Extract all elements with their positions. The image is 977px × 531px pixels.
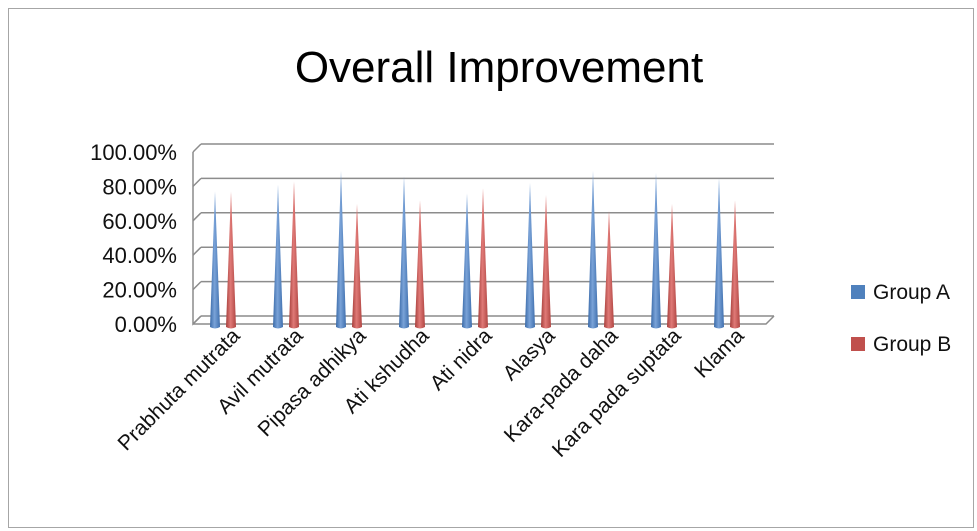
legend-swatch xyxy=(851,337,865,351)
cone-group-a xyxy=(336,170,346,329)
cone-group-b xyxy=(226,191,236,329)
cone-group-b xyxy=(352,203,362,329)
cone-group-b xyxy=(478,188,488,329)
y-tick-label: 60.00% xyxy=(102,209,177,234)
gridline-depth xyxy=(192,177,202,187)
y-tick-label: 0.00% xyxy=(115,312,177,337)
legend-label: Group B xyxy=(873,333,951,356)
cone-group-a xyxy=(651,172,661,329)
gridline-depth xyxy=(192,281,202,291)
cone-group-b xyxy=(541,195,551,329)
legend-swatch xyxy=(851,285,865,299)
legend-label: Group A xyxy=(873,281,950,304)
cone-chart: Overall Improvement 0.00% 20.00% 40.00% 60.… xyxy=(90,43,951,462)
gridline-depth xyxy=(192,315,202,325)
y-tick-label: 100.00% xyxy=(90,140,177,165)
y-tick-label: 40.00% xyxy=(102,243,177,268)
x-tick-label: Kara-pada daha xyxy=(500,324,623,447)
cone-group-b xyxy=(730,200,740,329)
axis-floor xyxy=(193,315,775,325)
y-tick-label: 80.00% xyxy=(102,174,177,199)
cone-group-a xyxy=(588,170,598,329)
gridline-depth xyxy=(192,143,202,153)
cone-group-a xyxy=(210,191,220,329)
x-tick-label: Pipasa adhikya xyxy=(254,324,371,441)
chart-frame: Overall Improvement 0.00% 20.00% 40.00% 60.… xyxy=(8,8,974,528)
legend: Group A Group B xyxy=(851,281,951,356)
y-axis-ticks: 0.00% 20.00% 40.00% 60.00% 80.00% 100.00% xyxy=(90,140,177,337)
cone-group-b xyxy=(415,200,425,329)
y-tick-label: 20.00% xyxy=(102,278,177,303)
chart-title: Overall Improvement xyxy=(295,43,703,92)
x-tick-label: Klama xyxy=(690,324,749,383)
gridline-depth xyxy=(192,246,202,256)
axis-wall xyxy=(192,152,202,326)
cone-group-a xyxy=(462,193,472,329)
cone-group-b xyxy=(289,181,299,329)
gridline-depth xyxy=(192,212,202,222)
cones xyxy=(210,170,740,329)
cone-group-a xyxy=(399,176,409,329)
cone-group-b xyxy=(604,210,614,329)
cone-group-a xyxy=(714,177,724,329)
cone-group-a xyxy=(273,184,283,329)
x-tick-label: Ati nidra xyxy=(426,324,497,395)
cone-group-b xyxy=(667,203,677,329)
x-tick-label: Alasya xyxy=(499,324,560,385)
cone-group-a xyxy=(525,182,535,329)
